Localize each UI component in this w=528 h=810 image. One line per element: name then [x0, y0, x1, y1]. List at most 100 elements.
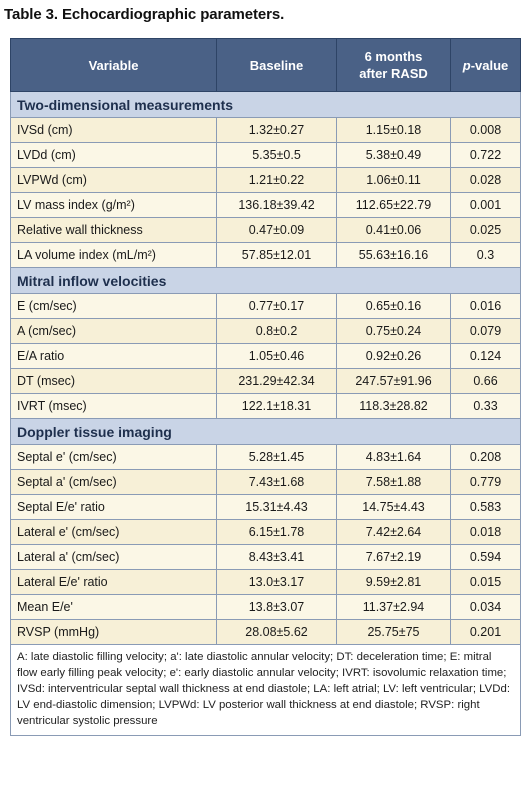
cell-variable: Mean E/e': [10, 594, 217, 620]
cell-p-value: 0.079: [450, 318, 521, 344]
header-row: Variable Baseline 6 months after RASD p-…: [10, 38, 521, 92]
cell-after-rasd: 7.58±1.88: [336, 469, 451, 495]
cell-p-value: 0.018: [450, 519, 521, 545]
table-row: IVSd (cm) 1.32±0.27 1.15±0.18 0.008: [10, 117, 521, 143]
cell-baseline: 13.0±3.17: [216, 569, 337, 595]
section-title: Two-dimensional measurements: [10, 91, 521, 118]
cell-p-value: 0.201: [450, 619, 521, 645]
table-row: Septal E/e' ratio 15.31±4.43 14.75±4.43 0.5…: [10, 494, 521, 520]
echo-parameters-table: Variable Baseline 6 months after RASD p-…: [10, 38, 521, 736]
cell-variable: Lateral e' (cm/sec): [10, 519, 217, 545]
header-p-italic: p: [462, 57, 471, 73]
section-header-row: Two-dimensional measurements: [10, 91, 521, 118]
header-p-value: p-value: [450, 38, 521, 92]
cell-variable: LVDd (cm): [10, 142, 217, 168]
cell-baseline: 0.77±0.17: [216, 293, 337, 319]
cell-after-rasd: 11.37±2.94: [336, 594, 451, 620]
cell-baseline: 136.18±39.42: [216, 192, 337, 218]
header-after-rasd: 6 months after RASD: [336, 38, 451, 92]
table-row: DT (msec) 231.29±42.34 247.57±91.96 0.66: [10, 368, 521, 394]
footnote: A: late diastolic filling velocity; a': …: [10, 644, 521, 736]
table-row: A (cm/sec) 0.8±0.2 0.75±0.24 0.079: [10, 318, 521, 344]
table-body: Two-dimensional measurements IVSd (cm) 1.3…: [10, 91, 521, 736]
cell-variable: LA volume index (mL/m²): [10, 242, 217, 268]
table-row: IVRT (msec) 122.1±18.31 118.3±28.82 0.33: [10, 393, 521, 419]
cell-baseline: 7.43±1.68: [216, 469, 337, 495]
table-row: Septal e' (cm/sec) 5.28±1.45 4.83±1.64 0.20…: [10, 444, 521, 470]
cell-baseline: 15.31±4.43: [216, 494, 337, 520]
cell-baseline: 5.28±1.45: [216, 444, 337, 470]
cell-p-value: 0.583: [450, 494, 521, 520]
cell-p-value: 0.001: [450, 192, 521, 218]
cell-after-rasd: 5.38±0.49: [336, 142, 451, 168]
cell-p-value: 0.779: [450, 469, 521, 495]
cell-p-value: 0.034: [450, 594, 521, 620]
cell-variable: Lateral a' (cm/sec): [10, 544, 217, 570]
cell-after-rasd: 0.92±0.26: [336, 343, 451, 369]
cell-variable: E/A ratio: [10, 343, 217, 369]
cell-p-value: 0.33: [450, 393, 521, 419]
header-baseline: Baseline: [216, 38, 337, 92]
cell-baseline: 5.35±0.5: [216, 142, 337, 168]
cell-after-rasd: 247.57±91.96: [336, 368, 451, 394]
cell-variable: Septal a' (cm/sec): [10, 469, 217, 495]
cell-p-value: 0.008: [450, 117, 521, 143]
cell-variable: Septal E/e' ratio: [10, 494, 217, 520]
cell-after-rasd: 9.59±2.81: [336, 569, 451, 595]
table-frame: Variable Baseline 6 months after RASD p-…: [10, 38, 521, 736]
table-row: Lateral e' (cm/sec) 6.15±1.78 7.42±2.64 0.0…: [10, 519, 521, 545]
cell-variable: Lateral E/e' ratio: [10, 569, 217, 595]
section-title: Mitral inflow velocities: [10, 267, 521, 294]
cell-p-value: 0.594: [450, 544, 521, 570]
cell-baseline: 0.47±0.09: [216, 217, 337, 243]
section-title: Doppler tissue imaging: [10, 418, 521, 445]
cell-variable: LV mass index (g/m²): [10, 192, 217, 218]
cell-after-rasd: 4.83±1.64: [336, 444, 451, 470]
cell-baseline: 122.1±18.31: [216, 393, 337, 419]
cell-baseline: 1.21±0.22: [216, 167, 337, 193]
cell-baseline: 6.15±1.78: [216, 519, 337, 545]
cell-variable: A (cm/sec): [10, 318, 217, 344]
cell-variable: Septal e' (cm/sec): [10, 444, 217, 470]
header-after-line1: 6 months: [364, 49, 423, 64]
cell-p-value: 0.025: [450, 217, 521, 243]
cell-p-value: 0.208: [450, 444, 521, 470]
header-variable: Variable: [10, 38, 217, 92]
cell-variable: DT (msec): [10, 368, 217, 394]
cell-after-rasd: 25.75±75: [336, 619, 451, 645]
cell-after-rasd: 55.63±16.16: [336, 242, 451, 268]
cell-baseline: 231.29±42.34: [216, 368, 337, 394]
cell-p-value: 0.028: [450, 167, 521, 193]
header-after-line2: after RASD: [359, 66, 428, 81]
cell-baseline: 8.43±3.41: [216, 544, 337, 570]
cell-baseline: 28.08±5.62: [216, 619, 337, 645]
table-row: Septal a' (cm/sec) 7.43±1.68 7.58±1.88 0.77…: [10, 469, 521, 495]
cell-p-value: 0.3: [450, 242, 521, 268]
cell-p-value: 0.124: [450, 343, 521, 369]
cell-baseline: 13.8±3.07: [216, 594, 337, 620]
header-p-rest: -value: [470, 57, 509, 73]
cell-baseline: 0.8±0.2: [216, 318, 337, 344]
table-row: LVPWd (cm) 1.21±0.22 1.06±0.11 0.028: [10, 167, 521, 193]
cell-p-value: 0.66: [450, 368, 521, 394]
cell-after-rasd: 118.3±28.82: [336, 393, 451, 419]
cell-variable: IVSd (cm): [10, 117, 217, 143]
table-row: Mean E/e' 13.8±3.07 11.37±2.94 0.034: [10, 594, 521, 620]
table-row: LVDd (cm) 5.35±0.5 5.38±0.49 0.722: [10, 142, 521, 168]
table-row: LV mass index (g/m²) 136.18±39.42 112.65±2…: [10, 192, 521, 218]
cell-after-rasd: 14.75±4.43: [336, 494, 451, 520]
cell-after-rasd: 0.41±0.06: [336, 217, 451, 243]
cell-after-rasd: 0.65±0.16: [336, 293, 451, 319]
table-caption: Table 3. Echocardiographic parameters.: [4, 6, 285, 23]
table-row: E (cm/sec) 0.77±0.17 0.65±0.16 0.016: [10, 293, 521, 319]
section-header-row: Mitral inflow velocities: [10, 267, 521, 294]
cell-variable: E (cm/sec): [10, 293, 217, 319]
footnote-row: A: late diastolic filling velocity; a': …: [10, 644, 521, 736]
table-row: Relative wall thickness 0.47±0.09 0.41±0.0…: [10, 217, 521, 243]
table-row: LA volume index (mL/m²) 57.85±12.01 55.63±…: [10, 242, 521, 268]
cell-after-rasd: 7.67±2.19: [336, 544, 451, 570]
table-row: RVSP (mmHg) 28.08±5.62 25.75±75 0.201: [10, 619, 521, 645]
table-row: Lateral a' (cm/sec) 8.43±3.41 7.67±2.19 0.5…: [10, 544, 521, 570]
table-row: E/A ratio 1.05±0.46 0.92±0.26 0.124: [10, 343, 521, 369]
